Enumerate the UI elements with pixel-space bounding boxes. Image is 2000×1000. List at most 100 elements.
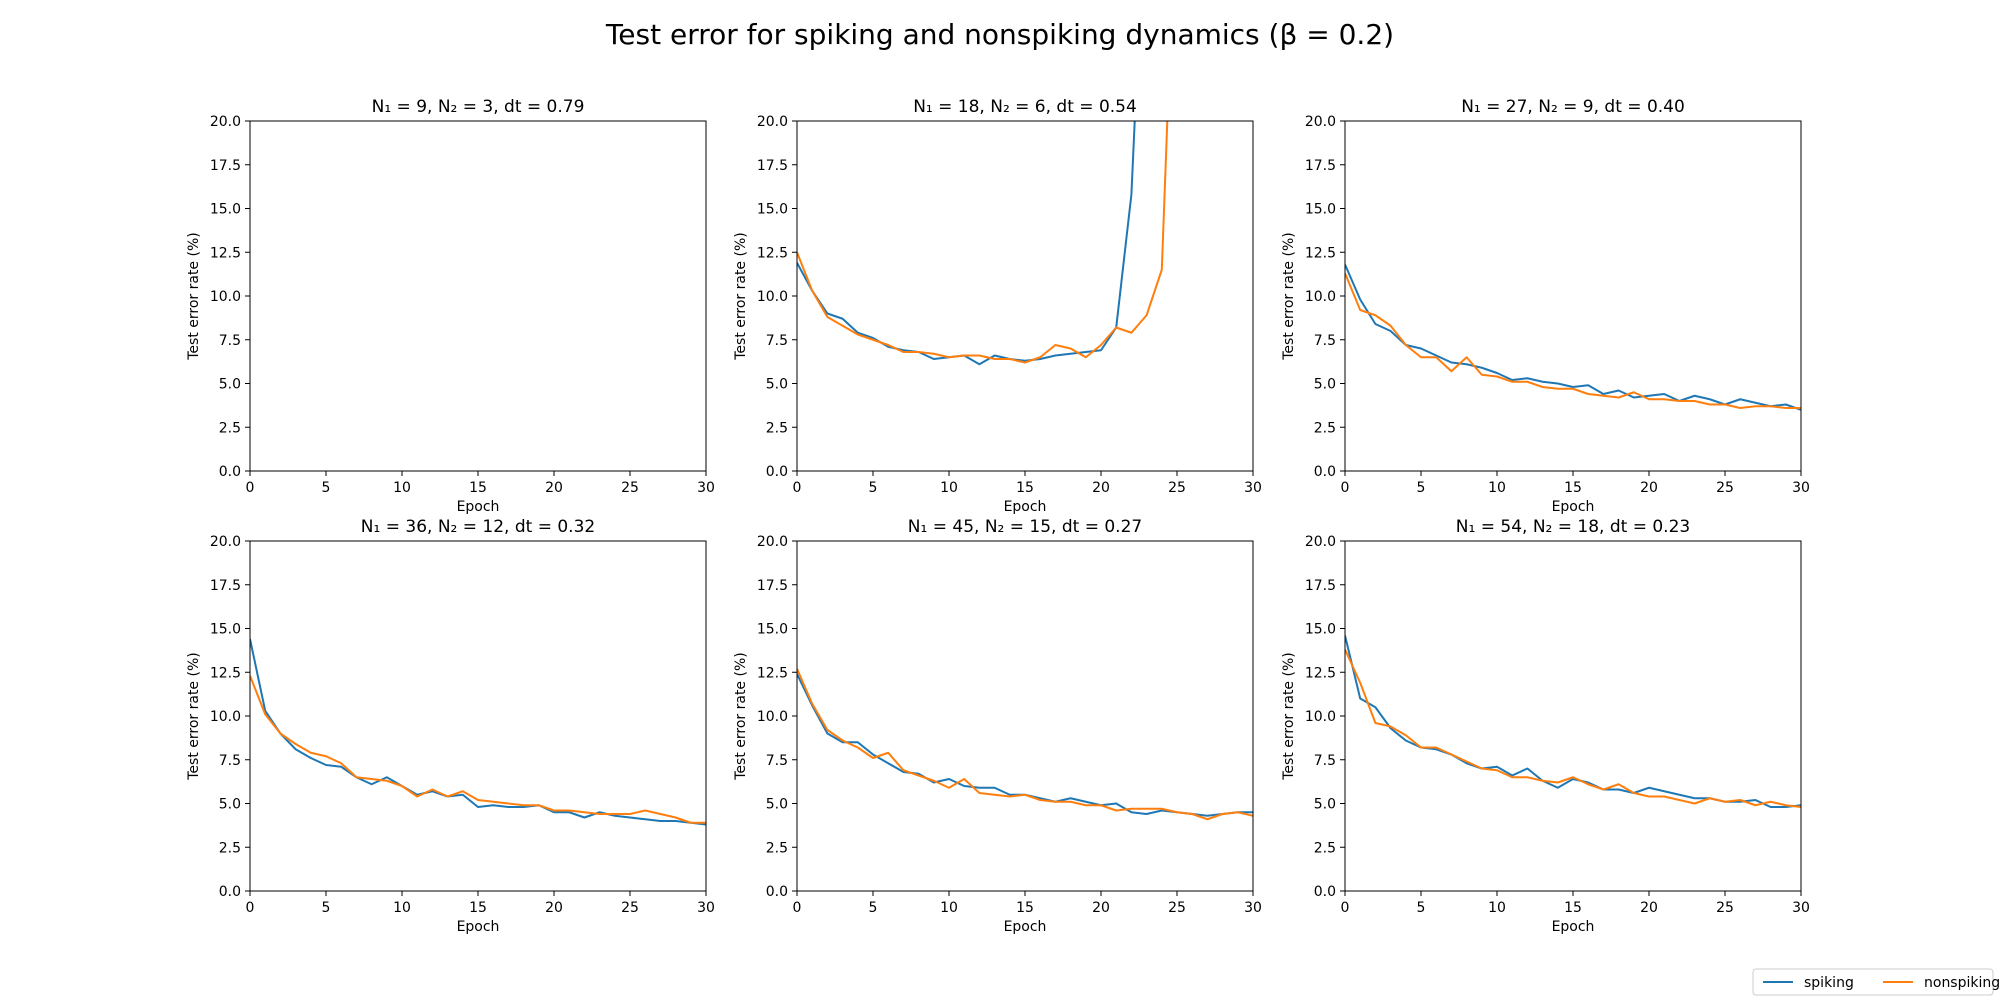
y-tick-label: 12.5 bbox=[210, 245, 241, 261]
y-axis-label: Test error rate (%) bbox=[1281, 232, 1297, 360]
x-tick-label: 20 bbox=[1092, 900, 1110, 916]
x-axis-label: Epoch bbox=[1552, 919, 1595, 935]
y-tick-label: 10.0 bbox=[210, 289, 241, 305]
x-tick-label: 25 bbox=[1716, 900, 1734, 916]
x-tick-label: 5 bbox=[869, 480, 878, 496]
y-axis-label: Test error rate (%) bbox=[733, 232, 749, 360]
x-tick-label: 10 bbox=[393, 900, 411, 916]
x-tick-label: 20 bbox=[1640, 480, 1658, 496]
y-tick-label: 5.0 bbox=[1314, 797, 1336, 813]
y-tick-label: 10.0 bbox=[757, 709, 788, 725]
y-tick-label: 12.5 bbox=[210, 665, 241, 681]
subplot-title: N₁ = 45, N₂ = 15, dt = 0.27 bbox=[908, 517, 1142, 537]
x-tick-label: 5 bbox=[869, 900, 878, 916]
y-tick-label: 15.0 bbox=[210, 622, 241, 638]
y-tick-label: 2.5 bbox=[766, 840, 788, 856]
y-tick-label: 5.0 bbox=[219, 797, 241, 813]
x-tick-label: 25 bbox=[621, 480, 639, 496]
y-tick-label: 20.0 bbox=[210, 114, 241, 130]
x-tick-label: 20 bbox=[545, 900, 563, 916]
legend-label-spiking: spiking bbox=[1804, 975, 1854, 991]
subplot-title: N₁ = 27, N₂ = 9, dt = 0.40 bbox=[1461, 97, 1685, 117]
subplot-4: 0 5 10 15 20 25 30 0.0 2.5 5.0 7.5 10.0 12.5 15.0 17.5… bbox=[186, 517, 715, 935]
x-tick-label: 30 bbox=[1244, 900, 1262, 916]
x-tick-label: 5 bbox=[1417, 480, 1426, 496]
x-tick-label: 25 bbox=[1168, 480, 1186, 496]
x-tick-label: 5 bbox=[322, 900, 331, 916]
x-tick-label: 30 bbox=[1792, 480, 1810, 496]
x-tick-label: 15 bbox=[1564, 480, 1582, 496]
y-tick-label: 10.0 bbox=[210, 709, 241, 725]
y-tick-label: 12.5 bbox=[1305, 245, 1336, 261]
x-tick-label: 0 bbox=[793, 900, 802, 916]
y-tick-label: 0.0 bbox=[219, 464, 241, 480]
x-axis-label: Epoch bbox=[457, 919, 500, 935]
y-tick-label: 15.0 bbox=[1305, 202, 1336, 218]
x-tick-label: 30 bbox=[697, 900, 715, 916]
y-tick-label: 2.5 bbox=[1314, 420, 1336, 436]
series-line-nonspiking bbox=[1345, 649, 1801, 808]
x-axis-label: Epoch bbox=[1552, 499, 1595, 515]
y-tick-label: 7.5 bbox=[1314, 333, 1336, 349]
x-tick-label: 30 bbox=[1792, 900, 1810, 916]
y-tick-label: 7.5 bbox=[766, 333, 788, 349]
x-tick-label: 10 bbox=[1488, 480, 1506, 496]
y-axis-label: Test error rate (%) bbox=[733, 652, 749, 780]
y-tick-label: 2.5 bbox=[219, 420, 241, 436]
subplot-title: N₁ = 18, N₂ = 6, dt = 0.54 bbox=[913, 97, 1137, 117]
y-tick-label: 12.5 bbox=[757, 245, 788, 261]
y-tick-label: 17.5 bbox=[210, 158, 241, 174]
y-tick-label: 2.5 bbox=[1314, 840, 1336, 856]
y-tick-label: 2.5 bbox=[219, 840, 241, 856]
x-tick-label: 10 bbox=[393, 480, 411, 496]
y-tick-label: 15.0 bbox=[1305, 622, 1336, 638]
y-tick-label: 17.5 bbox=[757, 578, 788, 594]
y-tick-label: 7.5 bbox=[1314, 753, 1336, 769]
series-line-nonspiking bbox=[250, 675, 706, 824]
y-tick-label: 5.0 bbox=[219, 377, 241, 393]
x-tick-label: 20 bbox=[1640, 900, 1658, 916]
y-tick-label: 0.0 bbox=[766, 464, 788, 480]
x-tick-label: 30 bbox=[697, 480, 715, 496]
y-tick-label: 0.0 bbox=[766, 884, 788, 900]
x-tick-label: 5 bbox=[322, 480, 331, 496]
y-tick-label: 15.0 bbox=[757, 622, 788, 638]
subplots-grid: 0 5 10 15 20 25 30 0.0 2.5 5.0 7.5 10.0 12.5 15.0 17.5… bbox=[186, 97, 1810, 935]
y-tick-label: 7.5 bbox=[219, 333, 241, 349]
series-line-spiking bbox=[797, 121, 1136, 366]
x-axis-label: Epoch bbox=[1004, 919, 1047, 935]
x-tick-label: 25 bbox=[1716, 480, 1734, 496]
y-tick-label: 12.5 bbox=[757, 665, 788, 681]
subplot-1: 0 5 10 15 20 25 30 0.0 2.5 5.0 7.5 10.0 12.5 15.0 17.5… bbox=[186, 97, 715, 515]
y-axis-label: Test error rate (%) bbox=[186, 652, 202, 780]
x-tick-label: 25 bbox=[621, 900, 639, 916]
y-axis-label: Test error rate (%) bbox=[1281, 652, 1297, 780]
subplot-2: 0 5 10 15 20 25 30 0.0 2.5 5.0 7.5 10.0 12.5 15.0 17.5… bbox=[733, 97, 1262, 515]
y-tick-label: 5.0 bbox=[766, 377, 788, 393]
x-tick-label: 0 bbox=[1341, 480, 1350, 496]
y-tick-label: 20.0 bbox=[757, 114, 788, 130]
legend-box bbox=[1752, 968, 1994, 996]
y-tick-label: 10.0 bbox=[757, 289, 788, 305]
y-tick-label: 2.5 bbox=[766, 420, 788, 436]
x-tick-label: 15 bbox=[469, 480, 487, 496]
x-axis-label: Epoch bbox=[1004, 499, 1047, 515]
x-tick-label: 10 bbox=[940, 900, 958, 916]
y-tick-label: 20.0 bbox=[210, 534, 241, 550]
x-tick-label: 15 bbox=[1564, 900, 1582, 916]
y-tick-label: 20.0 bbox=[1305, 534, 1336, 550]
y-tick-label: 5.0 bbox=[766, 797, 788, 813]
x-tick-label: 25 bbox=[1168, 900, 1186, 916]
y-tick-label: 0.0 bbox=[1314, 884, 1336, 900]
subplot-6: 0 5 10 15 20 25 30 0.0 2.5 5.0 7.5 10.0 12.5 15.0 17.5… bbox=[1281, 517, 1810, 935]
y-tick-label: 7.5 bbox=[766, 753, 788, 769]
y-tick-label: 0.0 bbox=[219, 884, 241, 900]
y-tick-label: 12.5 bbox=[1305, 665, 1336, 681]
y-tick-label: 20.0 bbox=[1305, 114, 1336, 130]
x-tick-label: 0 bbox=[246, 480, 255, 496]
x-tick-label: 0 bbox=[246, 900, 255, 916]
series-line-nonspiking bbox=[1345, 272, 1801, 409]
series-line-nonspiking bbox=[797, 121, 1169, 364]
y-tick-label: 17.5 bbox=[1305, 578, 1336, 594]
